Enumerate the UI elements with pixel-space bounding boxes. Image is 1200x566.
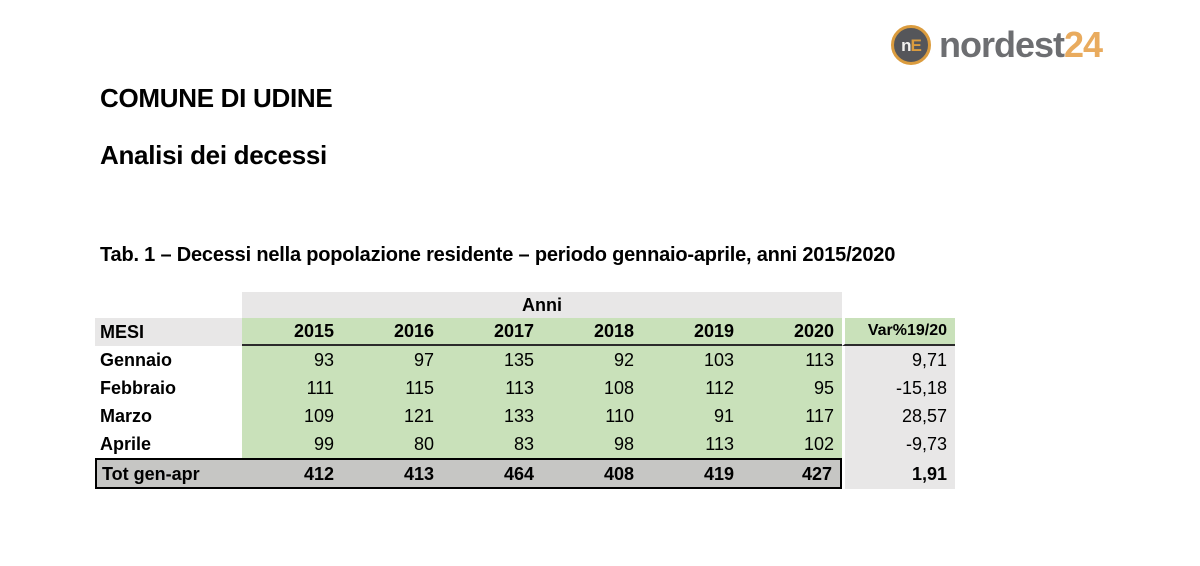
table-row: Febbraio 111 115 113 108 112 95 -15,18 bbox=[95, 374, 955, 402]
value-cell: 133 bbox=[442, 402, 542, 430]
value-cell: 98 bbox=[542, 430, 642, 458]
year-column-header: 2020 bbox=[742, 318, 842, 346]
month-cell: Gennaio bbox=[95, 346, 242, 374]
var-cell: -15,18 bbox=[842, 374, 955, 402]
total-value-cell: 427 bbox=[742, 458, 842, 489]
year-column-header: 2015 bbox=[242, 318, 342, 346]
total-value-cell: 464 bbox=[442, 458, 542, 489]
table-row: Gennaio 93 97 135 92 103 113 9,71 bbox=[95, 346, 955, 374]
month-cell: Marzo bbox=[95, 402, 242, 430]
value-cell: 113 bbox=[442, 374, 542, 402]
var-cell: -9,73 bbox=[842, 430, 955, 458]
year-column-header: 2018 bbox=[542, 318, 642, 346]
deaths-table: Anni MESI 2015 2016 2017 2018 2019 2020 … bbox=[95, 292, 955, 489]
year-column-header: 2016 bbox=[342, 318, 442, 346]
value-cell: 95 bbox=[742, 374, 842, 402]
table-header-row: MESI 2015 2016 2017 2018 2019 2020 Var%1… bbox=[95, 318, 955, 346]
table-group-header-row: Anni bbox=[95, 292, 955, 318]
logo-wordmark-accent: 24 bbox=[1064, 24, 1103, 65]
value-cell: 112 bbox=[642, 374, 742, 402]
value-cell: 97 bbox=[342, 346, 442, 374]
logo-wordmark: nordest24 bbox=[939, 24, 1103, 65]
table-row: Aprile 99 80 83 98 113 102 -9,73 bbox=[95, 430, 955, 458]
mesi-column-header: MESI bbox=[95, 318, 242, 346]
value-cell: 113 bbox=[742, 346, 842, 374]
total-var-cell: 1,91 bbox=[842, 458, 955, 489]
logo-icon-letter-n: n bbox=[901, 35, 911, 55]
var-column-header: Var%19/20 bbox=[842, 318, 955, 346]
value-cell: 135 bbox=[442, 346, 542, 374]
empty-cell bbox=[95, 292, 242, 318]
month-cell: Aprile bbox=[95, 430, 242, 458]
value-cell: 115 bbox=[342, 374, 442, 402]
value-cell: 91 bbox=[642, 402, 742, 430]
table-caption: Tab. 1 – Decessi nella popolazione resid… bbox=[100, 244, 896, 266]
value-cell: 108 bbox=[542, 374, 642, 402]
logo-icon-letter-e: E bbox=[910, 35, 922, 55]
total-value-cell: 419 bbox=[642, 458, 742, 489]
table-row: Marzo 109 121 133 110 91 117 28,57 bbox=[95, 402, 955, 430]
page-title: COMUNE DI UDINE bbox=[100, 83, 333, 113]
anni-group-header: Anni bbox=[242, 292, 842, 318]
page-subtitle: Analisi dei decessi bbox=[100, 140, 327, 170]
value-cell: 103 bbox=[642, 346, 742, 374]
total-value-cell: 412 bbox=[242, 458, 342, 489]
total-value-cell: 413 bbox=[342, 458, 442, 489]
year-column-header: 2019 bbox=[642, 318, 742, 346]
value-cell: 80 bbox=[342, 430, 442, 458]
logo-wordmark-main: nordest bbox=[939, 24, 1065, 65]
value-cell: 110 bbox=[542, 402, 642, 430]
var-cell: 9,71 bbox=[842, 346, 955, 374]
value-cell: 93 bbox=[242, 346, 342, 374]
value-cell: 121 bbox=[342, 402, 442, 430]
var-cell: 28,57 bbox=[842, 402, 955, 430]
value-cell: 99 bbox=[242, 430, 342, 458]
value-cell: 111 bbox=[242, 374, 342, 402]
month-cell: Febbraio bbox=[95, 374, 242, 402]
value-cell: 109 bbox=[242, 402, 342, 430]
value-cell: 83 bbox=[442, 430, 542, 458]
year-column-header: 2017 bbox=[442, 318, 542, 346]
table-total-row: Tot gen-apr 412 413 464 408 419 427 1,91 bbox=[95, 458, 955, 489]
empty-cell bbox=[842, 292, 955, 318]
total-label-cell: Tot gen-apr bbox=[95, 458, 242, 489]
value-cell: 92 bbox=[542, 346, 642, 374]
total-value-cell: 408 bbox=[542, 458, 642, 489]
value-cell: 102 bbox=[742, 430, 842, 458]
value-cell: 117 bbox=[742, 402, 842, 430]
value-cell: 113 bbox=[642, 430, 742, 458]
